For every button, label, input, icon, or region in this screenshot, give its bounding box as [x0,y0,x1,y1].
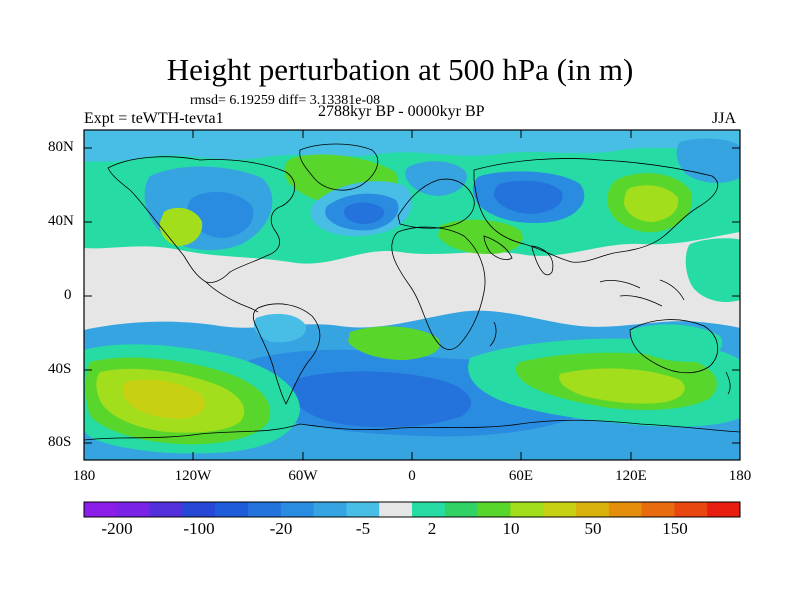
lon-label-120e: 120E [615,468,647,484]
colorbar-label: -5 [355,519,371,538]
colorbar-swatch [412,502,446,517]
experiment-label: Expt = teWTH-tevta1 [84,110,224,127]
colorbar [84,502,741,517]
colorbar-swatch [641,502,675,517]
lon-label-180e: 180 [728,468,752,484]
colorbar-label: -200 [101,519,133,538]
coast-new-zealand [725,371,731,395]
colorbar-swatch [608,502,643,517]
colorbar-frame [83,501,741,518]
lon-label-60e: 60E [508,468,534,484]
field-namerica-low-core [187,191,254,238]
colorbar-swatch [84,502,118,517]
colorbar-swatch [444,502,479,517]
colorbar-swatch [510,502,544,517]
coast-india [531,245,554,276]
colorbar-swatch [379,502,413,517]
field-arctic-blue [84,130,740,162]
field-sa-tropic [253,313,307,343]
coast-australia [629,319,718,374]
colorbar-swatch [149,502,183,517]
colorbar-swatch [674,502,708,517]
field-south-ocean-low-core [291,371,471,428]
lat-label-80n: 80N [48,139,74,155]
colorbar-swatch [248,502,282,517]
colorbar-swatch [116,502,151,517]
season-label: JJA [712,110,737,127]
period-label: 2788kyr BP - 0000kyr BP [318,103,485,120]
field-pacific-high [159,207,203,246]
field-europe-low [405,161,467,196]
colorbar-label: -20 [269,519,293,538]
lat-label-40s: 40S [48,361,72,377]
field-eastasia-high-core [624,185,679,222]
colorbar-label: 50 [584,519,602,538]
coast-north-america [107,156,295,283]
figure-title: Height perturbation at 500 hPa (in m) [166,52,634,87]
lat-label-40n: 40N [48,213,74,229]
coast-greenland [299,143,379,191]
field-atlantic-low-core [344,202,385,224]
lon-label-120w: 120W [174,468,212,484]
coast-se-asia-islands [599,279,685,307]
lon-label-180w: 180 [72,468,96,484]
coast-europe [397,178,475,229]
contour-field [84,130,740,460]
colorbar-swatch [543,502,577,517]
field-australia-green [630,324,723,362]
lon-label-0: 0 [408,468,416,484]
lat-label-80s: 80S [48,434,72,450]
lon-label-60w: 60W [288,468,318,484]
colorbar-swatch [576,502,610,517]
coast-antarctica [84,419,740,441]
colorbar-swatch [280,502,315,517]
field-tropical-east [685,238,740,303]
colorbar-label: -100 [183,519,215,538]
colorbar-label: 2 [427,519,437,538]
colorbar-swatch [707,502,741,517]
colorbar-swatch [313,502,347,517]
colorbar-swatch [182,502,216,517]
field-asia-low-core [494,180,563,214]
colorbar-swatch [215,502,249,517]
coast-madagascar [489,321,497,347]
colorbar-label: 150 [662,519,688,538]
field-south-atlantic-high [348,326,441,360]
coastlines [84,143,740,441]
coast-south-america [252,303,321,405]
coast-arabia [483,235,513,260]
axis-ticks [83,130,741,460]
stats-text: rmsd= 6.19259 diff= 3.13381e-08 [190,93,381,108]
field-south-pacific-high-core [122,379,205,419]
colorbar-swatch [477,502,511,517]
colorbar-swatch [346,502,380,517]
coast-central-america [205,281,259,313]
lat-label-0: 0 [64,287,72,303]
field-south-indian-high-core [559,368,685,404]
coast-asia [473,158,719,263]
coast-africa [391,226,486,350]
colorbar-label: 10 [502,519,520,538]
